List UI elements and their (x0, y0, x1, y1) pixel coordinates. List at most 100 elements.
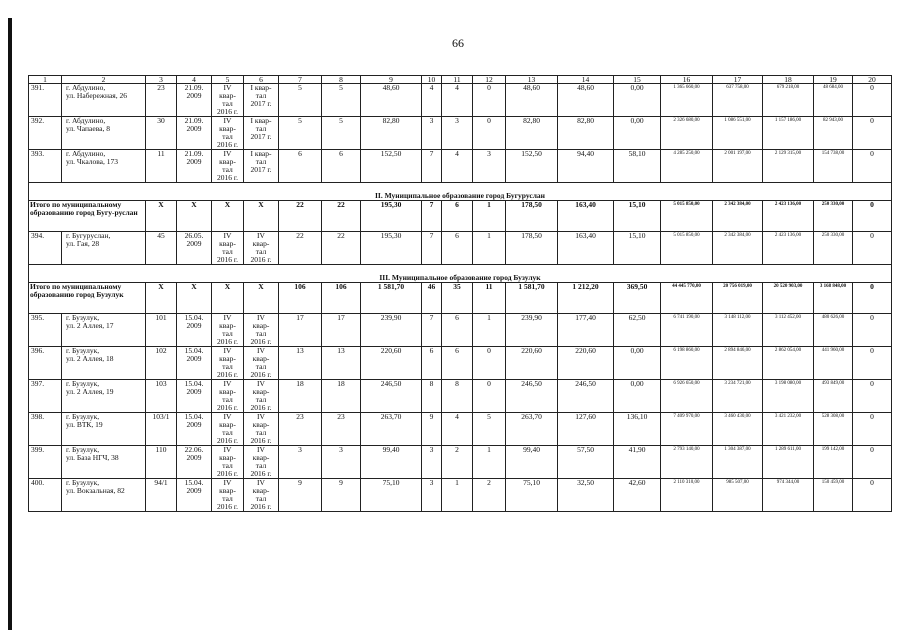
table-cell: 3 168 848,00 (813, 282, 853, 314)
table-cell: IV квар- тал 2016 г. (211, 346, 244, 380)
column-number: 10 (421, 75, 442, 84)
table-row: 397. г. Бузулук, ул. 2 Аллея, 19 103 15.04.… (28, 379, 892, 413)
table-cell: 18 (321, 379, 361, 413)
table-cell: 0 (852, 149, 892, 183)
table-cell: 1 212,20 (557, 282, 614, 314)
table-cell: X (176, 282, 212, 314)
table-cell: 0 (852, 478, 892, 512)
table-cell: 32,50 (557, 478, 614, 512)
table-cell: 106 (321, 282, 361, 314)
table-cell: 2 342 384,00 (712, 231, 763, 265)
table-cell: 150 459,00 (813, 478, 853, 512)
table-cell: 22.06. 2009 (176, 445, 212, 479)
column-number: 14 (557, 75, 614, 84)
table-cell: 2 342 384,00 (712, 200, 763, 232)
table-cell: 75,10 (505, 478, 558, 512)
table-cell: 94/1 (145, 478, 177, 512)
table-row: 398. г. Бузулук, ул. ВТК, 19 103/1 15.04. 2… (28, 412, 892, 446)
table-cell: 57,50 (557, 445, 614, 479)
table-cell: 2 001 197,00 (712, 149, 763, 183)
table-cell: 1 289 611,00 (762, 445, 814, 479)
table-cell: 3 (278, 445, 322, 479)
table-cell: 3 (472, 149, 506, 183)
table-cell: 23 (145, 83, 177, 117)
table-cell: 5 (321, 83, 361, 117)
table-cell: 178,50 (505, 231, 558, 265)
table-cell: 17 (278, 313, 322, 347)
table-cell: 2 862 054,00 (762, 346, 814, 380)
address-cell: г. Бузулук, ул. База НГЧ, 38 (61, 445, 146, 479)
table-cell: 528 308,00 (813, 412, 853, 446)
column-number: 4 (176, 75, 212, 84)
table-cell: 0 (852, 412, 892, 446)
table-row: 391. г. Абдулино, ул. Набережная, 26 23 21.… (28, 83, 892, 117)
table-cell: 20 520 903,00 (762, 282, 814, 314)
table-cell: 101 (145, 313, 177, 347)
row-number: 394. (28, 231, 62, 265)
column-number: 16 (660, 75, 713, 84)
table-cell: 5 (278, 116, 322, 150)
table-cell: 0 (472, 379, 506, 413)
table-cell: 6 (441, 313, 473, 347)
table-cell: 15.04. 2009 (176, 478, 212, 512)
table-cell: 6 926 650,00 (660, 379, 713, 413)
table-cell: 22 (321, 200, 361, 232)
total-label: Итого по муниципальному образованию горо… (28, 282, 146, 314)
table-cell: 6 (441, 231, 473, 265)
table-cell: 246,50 (505, 379, 558, 413)
table-cell: 220,60 (505, 346, 558, 380)
table-cell: 99,40 (505, 445, 558, 479)
row-number: 396. (28, 346, 62, 380)
table-cell: 1 157 186,00 (762, 116, 814, 150)
table-cell: 99,40 (360, 445, 422, 479)
table-cell: 1 (472, 200, 506, 232)
column-number: 19 (813, 75, 853, 84)
table-cell: 9 (278, 478, 322, 512)
table-cell: 35 (441, 282, 473, 314)
table-cell: 22 (278, 200, 322, 232)
address-cell: г. Абдулино, ул. Чкалова, 173 (61, 149, 146, 183)
table-cell: X (211, 282, 244, 314)
address-cell: г. Бузулук, ул. 2 Аллея, 18 (61, 346, 146, 380)
column-number: 13 (505, 75, 558, 84)
column-number: 3 (145, 75, 177, 84)
table-cell: 94,40 (557, 149, 614, 183)
table-cell: X (243, 200, 279, 232)
table-cell: 136,10 (613, 412, 661, 446)
table-cell: 2 110 310,00 (660, 478, 713, 512)
table-cell: 13 (278, 346, 322, 380)
address-cell: г. Абдулино, ул. Набережная, 26 (61, 83, 146, 117)
row-number: 392. (28, 116, 62, 150)
table-cell: 0 (852, 445, 892, 479)
table-cell: 985 507,00 (712, 478, 763, 512)
table-cell: 1 (472, 445, 506, 479)
table-cell: X (145, 282, 177, 314)
section-title: II. Муниципальное образование город Бугу… (28, 182, 892, 201)
column-number: 5 (211, 75, 244, 84)
column-number: 11 (441, 75, 473, 84)
table-cell: 15,10 (613, 200, 661, 232)
table-cell: 0 (472, 346, 506, 380)
table-cell: 45 (145, 231, 177, 265)
table-cell: 6 (421, 346, 442, 380)
table-cell: 0 (852, 379, 892, 413)
table-cell: 0 (472, 116, 506, 150)
table-cell: IV квар- тал 2016 г. (211, 313, 244, 347)
row-number: 395. (28, 313, 62, 347)
table-cell: 152,50 (360, 149, 422, 183)
table-cell: I квар- тал 2017 г. (243, 116, 279, 150)
table-cell: 42,60 (613, 478, 661, 512)
table-cell: 5 (278, 83, 322, 117)
table-cell: 1 365 660,00 (660, 83, 713, 117)
table-cell: 246,50 (557, 379, 614, 413)
row-number: 393. (28, 149, 62, 183)
table-cell: 23 (278, 412, 322, 446)
table-cell: 2 (441, 445, 473, 479)
table-cell: 4 (421, 83, 442, 117)
table-cell: 163,40 (557, 231, 614, 265)
total-label: Итого по муниципальному образованию горо… (28, 200, 146, 232)
table-cell: 15,10 (613, 231, 661, 265)
section-title: III. Муниципальное образование город Буз… (28, 264, 892, 283)
table-cell: 4 (441, 412, 473, 446)
table-cell: 15.04. 2009 (176, 346, 212, 380)
